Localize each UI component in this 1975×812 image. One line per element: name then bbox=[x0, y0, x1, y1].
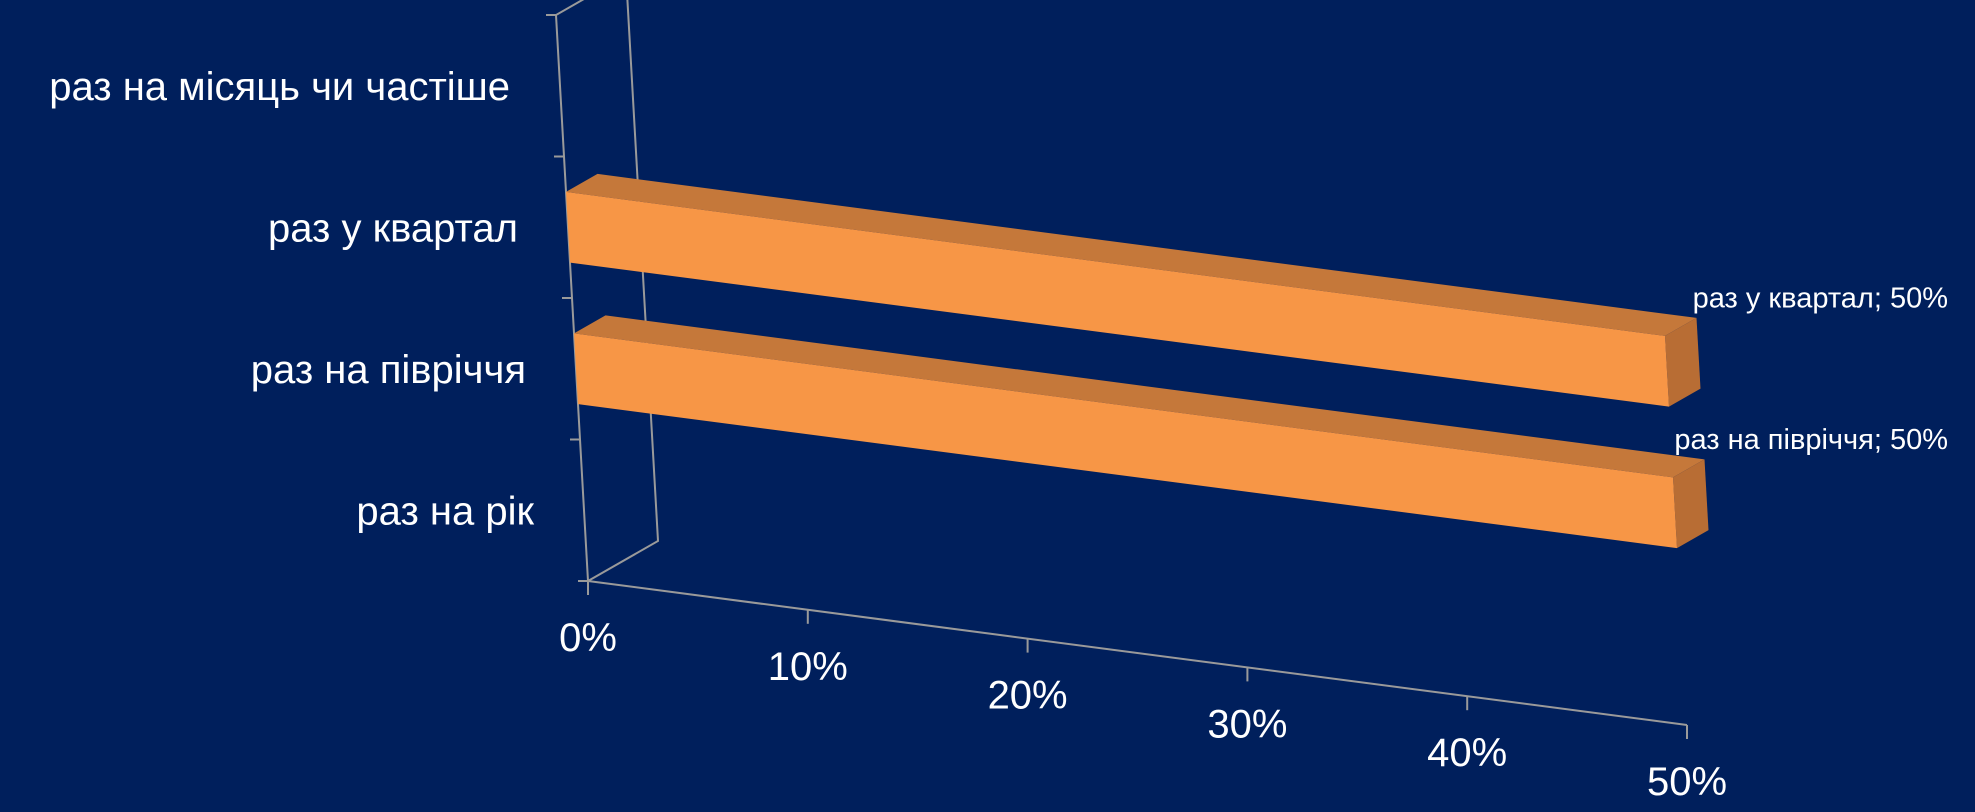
category-labels: раз на місяць чи частіше раз у квартал раз… bbox=[49, 65, 534, 533]
x-tick-labels: 0% 10% 20% 30% 40% 50% bbox=[559, 616, 1727, 804]
x-tick-label: 10% bbox=[768, 645, 848, 689]
value-axis bbox=[587, 580, 1688, 726]
bar bbox=[566, 191, 1669, 407]
chart-bars bbox=[566, 173, 1709, 549]
bar-end-face bbox=[1673, 459, 1709, 549]
data-label: раз у квартал; 50% bbox=[1693, 282, 1948, 314]
x-tick-label: 50% bbox=[1647, 760, 1727, 804]
bar-top-face bbox=[566, 173, 1697, 336]
bar bbox=[574, 333, 1677, 549]
category-label: раз на рік bbox=[356, 489, 534, 533]
category-label: раз на місяць чи частіше bbox=[49, 65, 510, 109]
data-labels: раз у квартал; 50% раз на півріччя; 50% bbox=[1674, 282, 1948, 456]
side-wall bbox=[554, 0, 660, 582]
x-tick-label: 0% bbox=[559, 616, 617, 660]
data-label: раз на півріччя; 50% bbox=[1674, 424, 1948, 456]
x-tick-label: 40% bbox=[1427, 731, 1507, 775]
bar-top-face bbox=[574, 315, 1705, 478]
x-tick-label: 30% bbox=[1207, 702, 1287, 746]
category-label: раз у квартал bbox=[268, 206, 518, 250]
category-label: раз на півріччя bbox=[251, 348, 526, 392]
x-tick-label: 20% bbox=[988, 674, 1068, 718]
bar-end-face bbox=[1665, 317, 1701, 407]
